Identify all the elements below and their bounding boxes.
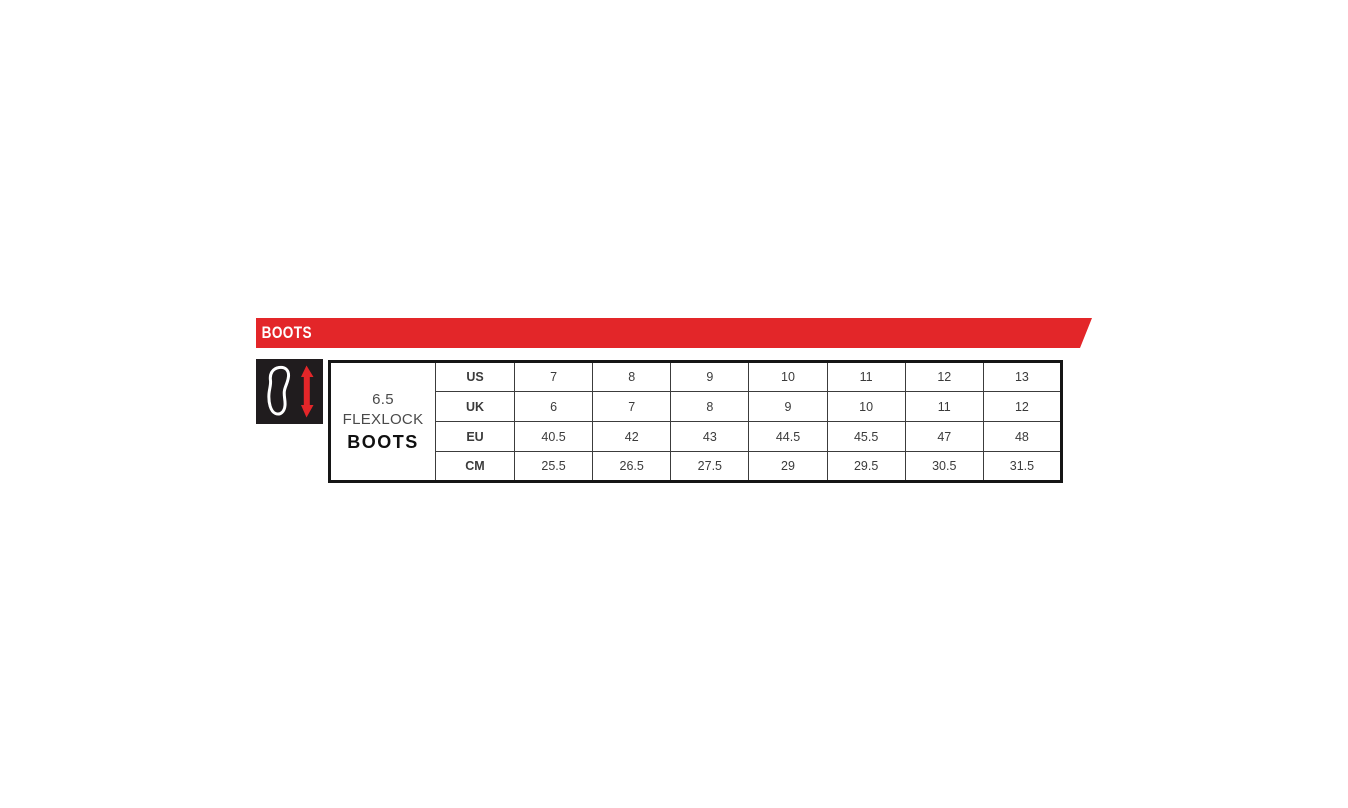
size-cell: 25.5 xyxy=(513,451,594,482)
row-header-us: US xyxy=(435,361,515,392)
size-cell: 8 xyxy=(670,391,750,422)
size-cell: 43 xyxy=(670,421,750,452)
size-cell: 11 xyxy=(904,391,984,422)
size-cell: 10 xyxy=(826,391,906,422)
size-cell: 44.5 xyxy=(748,421,828,452)
table-row: UK 6 7 8 9 10 11 12 xyxy=(330,391,1063,422)
size-cell: 31.5 xyxy=(982,451,1063,482)
product-name-cell: 6.5 FLEXLOCK BOOTS xyxy=(329,361,436,482)
size-cell: 10 xyxy=(748,361,828,392)
row-header-cm: CM xyxy=(435,451,515,482)
size-cell: 11 xyxy=(826,361,906,392)
footprint-outline-icon xyxy=(267,365,291,416)
size-cell: 9 xyxy=(670,361,750,392)
size-cell: 8 xyxy=(592,361,672,392)
size-cell: 26.5 xyxy=(592,451,672,482)
size-cell: 7 xyxy=(592,391,672,422)
size-cell: 6 xyxy=(513,391,594,422)
size-cell: 29 xyxy=(748,451,828,482)
row-header-eu: EU xyxy=(435,421,515,452)
vertical-double-arrow-icon xyxy=(301,365,314,418)
size-cell: 42 xyxy=(592,421,672,452)
size-chart-table: 6.5 FLEXLOCK BOOTS US 7 8 9 10 11 12 13 … xyxy=(328,360,1063,483)
size-cell: 30.5 xyxy=(904,451,984,482)
size-cell: 7 xyxy=(513,361,594,392)
table-row: 6.5 FLEXLOCK BOOTS US 7 8 9 10 11 12 13 xyxy=(329,361,1063,482)
size-cell: 48 xyxy=(982,421,1063,452)
product-icon-tile xyxy=(256,359,323,424)
size-cell: 40.5 xyxy=(513,421,594,452)
section-banner: BOOTS xyxy=(256,318,1092,348)
size-cell: 45.5 xyxy=(826,421,906,452)
product-name-line2: BOOTS xyxy=(347,431,419,452)
table-row: EU 40.5 42 43 44.5 45.5 47 48 xyxy=(330,421,1063,452)
size-chart: 6.5 FLEXLOCK BOOTS US 7 8 9 10 11 12 13 … xyxy=(328,360,1063,483)
size-cell: 47 xyxy=(904,421,984,452)
size-cell: 29.5 xyxy=(826,451,906,482)
size-cell: 12 xyxy=(982,391,1063,422)
product-name-line1: 6.5 FLEXLOCK xyxy=(342,391,424,429)
table-row: CM 25.5 26.5 27.5 29 29.5 30.5 31.5 xyxy=(330,451,1063,482)
size-cell: 12 xyxy=(904,361,984,392)
size-cell: 9 xyxy=(748,391,828,422)
size-cell: 27.5 xyxy=(670,451,750,482)
row-header-uk: UK xyxy=(435,391,515,422)
size-cell: 13 xyxy=(982,361,1063,392)
section-banner-title: BOOTS xyxy=(261,323,312,342)
